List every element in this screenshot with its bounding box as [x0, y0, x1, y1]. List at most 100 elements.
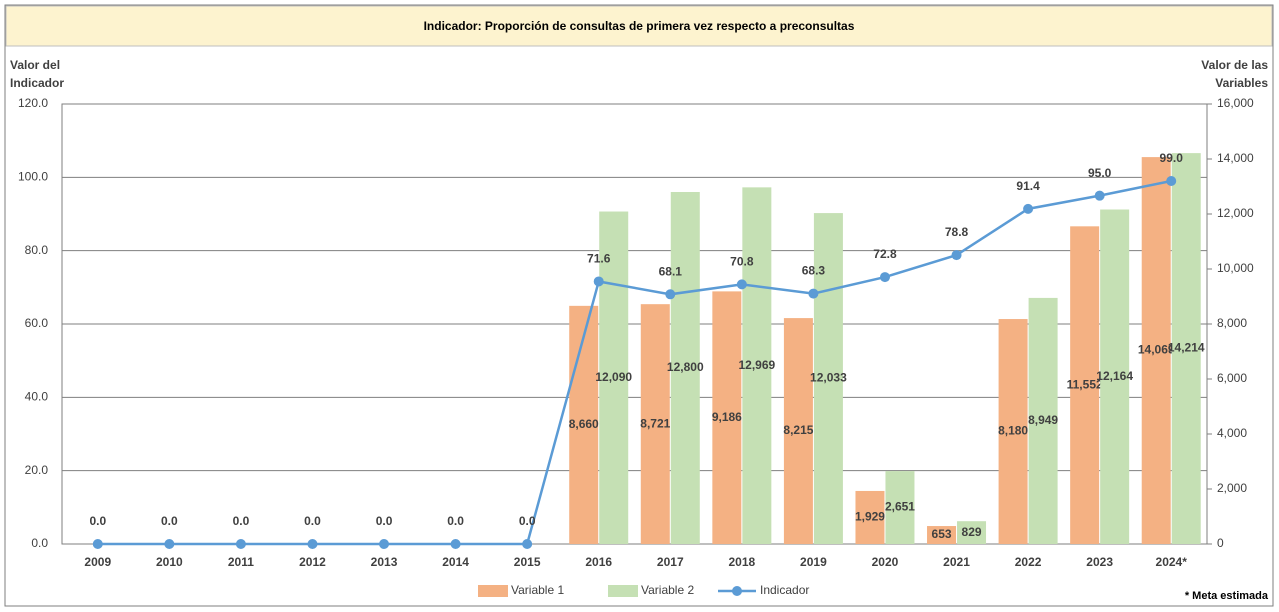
point	[665, 289, 676, 300]
y2-axis-label: Valor de las	[1201, 58, 1268, 72]
bar	[712, 291, 742, 544]
x-tick-label: 2009	[84, 555, 111, 569]
bar	[670, 192, 700, 544]
data-label: 68.3	[802, 264, 826, 278]
y2-tick-label: 0	[1217, 536, 1224, 550]
data-label: 12,090	[595, 370, 632, 384]
x-tick-label: 2011	[228, 555, 254, 569]
point	[379, 539, 390, 549]
data-label: 0.0	[161, 514, 178, 528]
data-label: 8,949	[1028, 413, 1058, 427]
point	[164, 539, 175, 549]
data-label: 0.0	[233, 514, 250, 528]
y2-tick-label: 10,000	[1217, 261, 1254, 275]
point	[522, 539, 533, 549]
point	[235, 539, 246, 549]
y2-tick-label: 16,000	[1217, 96, 1254, 110]
point	[736, 279, 747, 290]
x-tick-label: 2015	[514, 555, 541, 569]
x-tick-label: 2010	[156, 555, 183, 569]
y2-axis-label: Variables	[1215, 76, 1268, 90]
y2-tick-label: 6,000	[1217, 371, 1247, 385]
point	[879, 272, 890, 283]
legend-point	[732, 586, 742, 596]
data-label: 11,552	[1067, 377, 1103, 391]
data-label: 0.0	[89, 514, 106, 528]
data-label: 12,033	[810, 371, 847, 385]
point	[593, 276, 604, 287]
x-tick-label: 2014	[442, 555, 469, 569]
data-label: 12,800	[667, 360, 704, 374]
data-label: 0.0	[304, 514, 321, 528]
bar	[1100, 209, 1130, 545]
data-label: 0.0	[447, 514, 464, 528]
x-tick-label: 2023	[1086, 555, 1113, 569]
bar	[569, 305, 599, 544]
chart-frame	[4, 4, 1274, 607]
bar	[742, 187, 772, 545]
legend-label: Variable 2	[641, 583, 694, 597]
bar	[599, 211, 629, 544]
bar	[1171, 153, 1201, 545]
data-label: 14,214	[1168, 341, 1205, 355]
x-tick-label: 2012	[299, 555, 326, 569]
y2-tick-label: 8,000	[1217, 316, 1247, 330]
data-label: 14,069	[1138, 343, 1175, 357]
data-label: 71.6	[587, 252, 611, 266]
bar	[640, 304, 670, 544]
data-label: 72.8	[873, 247, 897, 261]
y-tick-label: 60.0	[25, 316, 49, 330]
note: * Meta estimada	[1185, 590, 1269, 602]
x-tick-label: 2020	[872, 555, 899, 569]
data-label: 8,660	[569, 417, 599, 431]
data-label: 2,651	[885, 500, 915, 514]
y-axis-label: Indicador	[10, 76, 64, 90]
legend-swatch	[478, 585, 508, 597]
point	[92, 539, 103, 549]
y-tick-label: 100.0	[18, 170, 48, 184]
x-tick-label: 2017	[657, 555, 684, 569]
bar	[998, 319, 1028, 544]
data-label: 91.4	[1016, 179, 1040, 193]
y-tick-label: 40.0	[25, 390, 49, 404]
bar	[783, 318, 813, 544]
bar	[927, 526, 957, 544]
point	[1023, 203, 1034, 214]
data-label: 8,721	[640, 416, 670, 430]
bar	[885, 471, 915, 544]
x-tick-label: 2019	[800, 555, 827, 569]
data-label: 8,215	[783, 423, 813, 437]
legend-label: Variable 1	[511, 583, 564, 597]
point	[1166, 176, 1177, 186]
x-tick-label: 2018	[728, 555, 755, 569]
x-tick-label: 2024*	[1156, 555, 1188, 569]
y2-tick-label: 4,000	[1217, 426, 1247, 440]
chart-title: Indicador: Proporción de consultas de pr…	[424, 19, 855, 33]
x-tick-label: 2016	[585, 555, 612, 569]
bar	[1070, 226, 1100, 544]
point	[450, 539, 461, 549]
bar	[1028, 297, 1058, 544]
x-tick-label: 2013	[371, 555, 398, 569]
data-label: 829	[962, 525, 982, 539]
y-tick-label: 120.0	[18, 96, 48, 110]
bar	[1141, 157, 1171, 545]
y2-tick-label: 14,000	[1217, 151, 1254, 165]
data-label: 78.8	[945, 225, 969, 239]
data-label: 8,180	[998, 424, 1028, 438]
bar	[855, 490, 885, 544]
point	[951, 250, 962, 261]
point	[1094, 190, 1105, 201]
y-tick-label: 80.0	[25, 243, 49, 257]
data-label: 1,929	[855, 510, 885, 524]
point	[808, 288, 819, 299]
x-tick-label: 2021	[943, 555, 970, 569]
data-label: 0.0	[376, 514, 393, 528]
point	[307, 539, 318, 549]
legend-swatch	[608, 585, 638, 597]
data-label: 70.8	[730, 255, 754, 269]
data-label: 0.0	[519, 514, 536, 528]
y-tick-label: 20.0	[25, 463, 49, 477]
y-tick-label: 0.0	[31, 536, 48, 550]
